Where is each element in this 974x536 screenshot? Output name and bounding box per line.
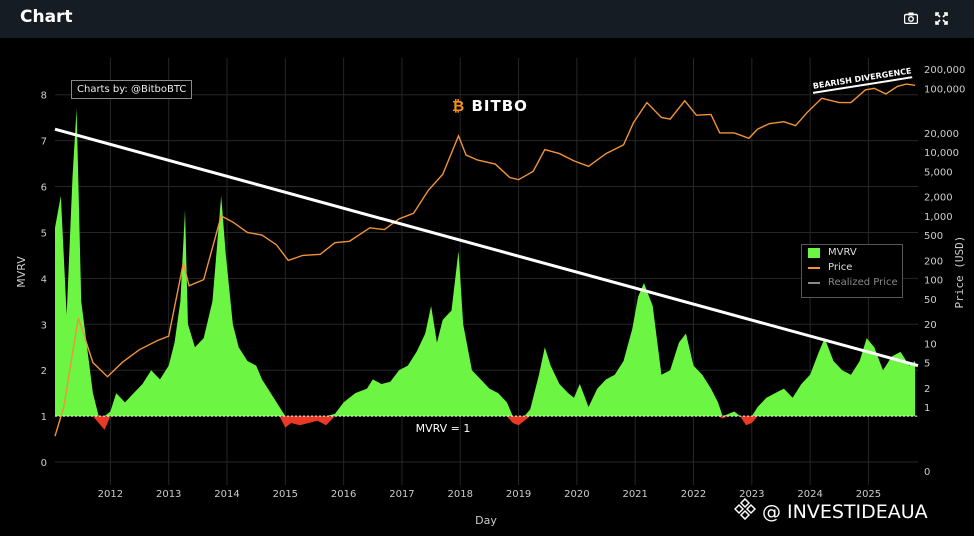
- left-tick-label: 5: [41, 228, 47, 239]
- left-tick-label: 3: [41, 320, 47, 331]
- x-tick-label: 2018: [448, 489, 473, 500]
- right-axis-title: Price (USD): [953, 236, 966, 309]
- right-tick-label: 1,000: [924, 212, 953, 223]
- right-tick-label: 20: [924, 320, 937, 331]
- legend-item-realized-price[interactable]: Realized Price: [802, 275, 902, 290]
- legend-item-price[interactable]: Price: [802, 260, 902, 275]
- price-line: [54, 83, 916, 437]
- left-tick-label: 0: [41, 458, 47, 469]
- x-tick-label: 2014: [214, 489, 239, 500]
- right-tick-label: 50: [924, 295, 937, 306]
- left-tick-label: 8: [41, 91, 47, 102]
- right-tick-label: 10: [924, 339, 937, 350]
- mvrv-area-negative: [55, 416, 916, 430]
- x-tick-label: 2024: [797, 489, 822, 500]
- diamond-logo-icon: [733, 497, 757, 525]
- right-tick-label: 10,000: [924, 148, 959, 159]
- x-tick-label: 2015: [273, 489, 298, 500]
- legend-item-mvrv[interactable]: MVRV: [802, 245, 902, 260]
- threshold-label: MVRV = 1: [416, 422, 471, 435]
- right-tick-label: 200: [924, 256, 943, 267]
- x-tick-label: 2020: [564, 489, 589, 500]
- left-axis-title: MVRV: [15, 256, 28, 288]
- left-tick-label: 7: [41, 137, 47, 148]
- right-tick-label: 2: [924, 384, 930, 395]
- left-tick-label: 1: [41, 412, 47, 423]
- right-tick-label: 0: [924, 467, 930, 478]
- right-tick-label: 5,000: [924, 167, 953, 178]
- brand-logo: ₿ BITBO: [452, 97, 528, 115]
- page-title: Chart: [20, 7, 73, 27]
- x-tick-label: 2013: [156, 489, 181, 500]
- x-tick-label: 2021: [622, 489, 647, 500]
- mvrv-trendline: [54, 127, 919, 368]
- right-tick-label: 500: [924, 231, 943, 242]
- right-tick-label: 5: [924, 359, 930, 370]
- camera-icon[interactable]: [902, 9, 920, 27]
- right-tick-label: 1: [924, 403, 930, 414]
- x-tick-label: 2017: [389, 489, 414, 500]
- chart-legend: MVRV Price Realized Price: [801, 244, 903, 298]
- x-tick-label: 2012: [98, 489, 123, 500]
- expand-icon[interactable]: [932, 9, 950, 27]
- left-tick-label: 6: [41, 183, 47, 194]
- chart-credit: Charts by: @BitboBTC: [71, 80, 193, 99]
- x-axis-title: Day: [475, 514, 497, 527]
- right-tick-label: 100: [924, 276, 943, 287]
- divergence-line: [812, 76, 913, 94]
- left-tick-label: 4: [41, 274, 47, 285]
- right-tick-label: 100,000: [924, 84, 965, 95]
- x-tick-label: 2022: [681, 489, 706, 500]
- x-tick-label: 2016: [331, 489, 356, 500]
- right-tick-label: 2,000: [924, 193, 953, 204]
- right-tick-label: 20,000: [924, 129, 959, 140]
- mvrv-area-positive: [55, 108, 916, 417]
- x-tick-label: 2025: [856, 489, 881, 500]
- x-tick-label: 2023: [739, 489, 764, 500]
- x-tick-label: 2019: [506, 489, 531, 500]
- watermark: @ INVESTIDEAUA: [733, 497, 928, 525]
- left-tick-label: 2: [41, 366, 47, 377]
- right-tick-label: 200,000: [924, 65, 965, 76]
- chart-header: Chart: [0, 0, 974, 38]
